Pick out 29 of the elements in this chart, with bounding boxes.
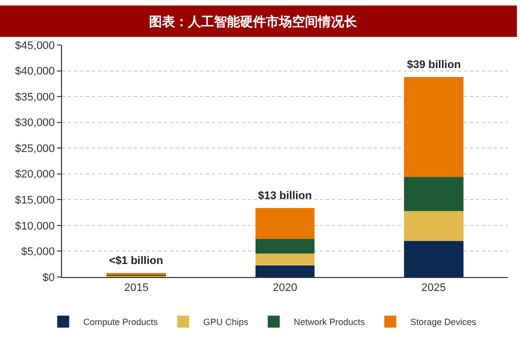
y-tick-label: $45,000 xyxy=(15,40,55,52)
y-tick-label: $30,000 xyxy=(15,117,55,130)
legend-label: Network Products xyxy=(294,317,366,328)
total-label: $39 billion xyxy=(407,59,462,71)
y-tick-label: $15,000 xyxy=(15,194,55,207)
bar xyxy=(404,240,464,277)
y-tick-label: $35,000 xyxy=(15,91,55,104)
bar xyxy=(255,208,315,239)
y-tick-label: $5,000 xyxy=(21,246,55,258)
legend-label: GPU Chips xyxy=(203,317,249,328)
x-tick-label: 2015 xyxy=(124,282,149,294)
total-label: <$1 billion xyxy=(109,255,164,267)
bar xyxy=(255,238,315,254)
y-tick-label: $25,000 xyxy=(15,142,55,155)
y-tick-label: $10,000 xyxy=(15,220,55,232)
total-label: $13 billion xyxy=(258,190,312,202)
legend-label: Storage Devices xyxy=(410,317,477,328)
bar xyxy=(404,76,464,177)
chart-title: 图表：人工智能硬件市场空间情况长 xyxy=(149,14,358,30)
legend-label: Compute Products xyxy=(83,317,158,328)
y-tick-label: $40,000 xyxy=(15,66,55,78)
bar xyxy=(255,253,315,266)
x-tick-label: 2020 xyxy=(272,282,298,294)
bar xyxy=(404,176,464,212)
x-tick-label: 2025 xyxy=(421,282,446,294)
bar xyxy=(255,266,315,277)
bar xyxy=(404,211,464,241)
y-tick-label: $20,000 xyxy=(15,168,55,181)
y-tick-label: $0 xyxy=(42,272,55,284)
